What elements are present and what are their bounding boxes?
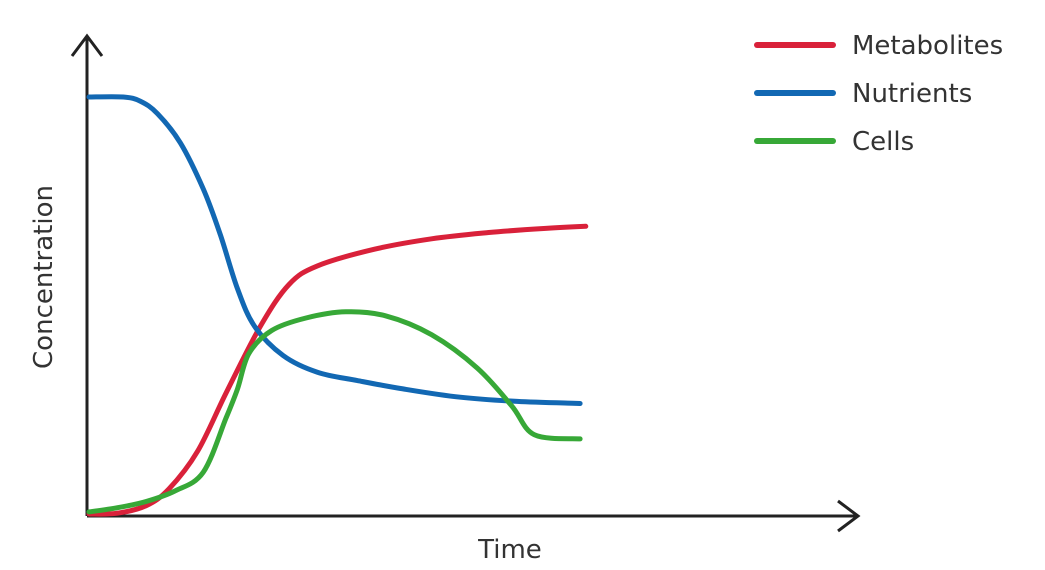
- chart-axes: [70, 33, 861, 533]
- x-axis-arrow-icon: [837, 499, 861, 533]
- legend-label-nutrients: Nutrients: [852, 79, 972, 109]
- series-line-nutrients: [86, 94, 583, 406]
- y-axis-arrow-icon: [70, 33, 104, 57]
- series-layer: [86, 94, 589, 517]
- legend-item-metabolites: Metabolites: [754, 31, 1003, 61]
- legend-label-metabolites: Metabolites: [852, 31, 1003, 61]
- x-axis-label: Time: [477, 535, 542, 565]
- legend-item-nutrients: Nutrients: [754, 79, 972, 109]
- series-line-metabolites: [86, 223, 589, 517]
- legend-item-cells: Cells: [754, 127, 914, 157]
- y-axis-label: Concentration: [29, 185, 59, 369]
- series-line-cells: [86, 309, 583, 515]
- legend: Metabolites Nutrients Cells: [754, 31, 1003, 157]
- legend-label-cells: Cells: [852, 127, 914, 157]
